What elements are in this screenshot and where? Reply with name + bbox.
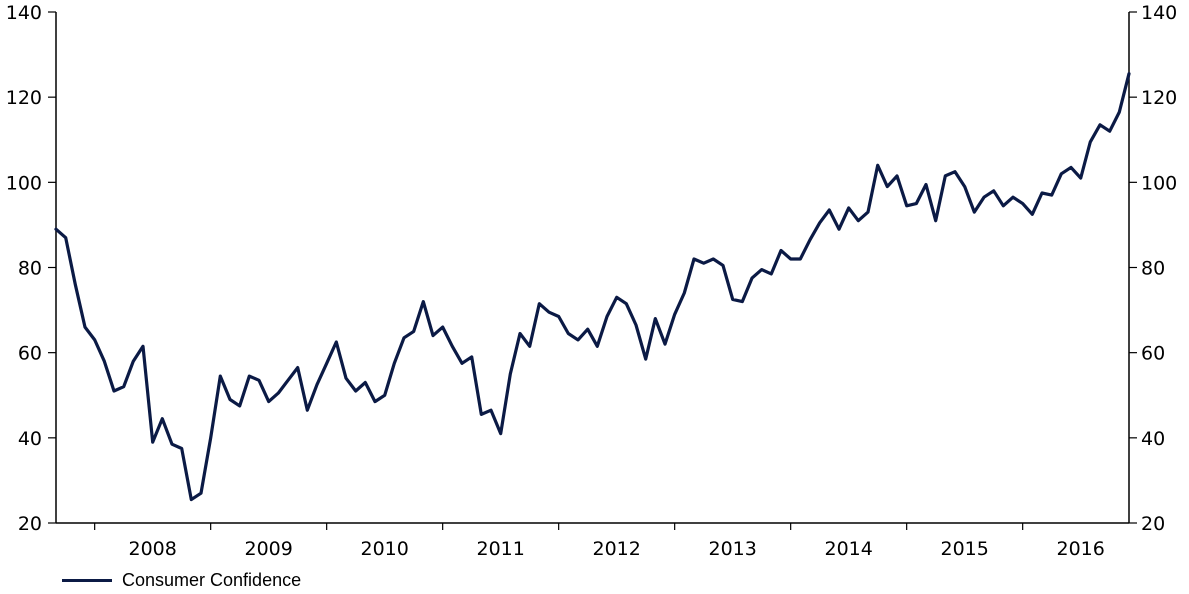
series-line-consumer-confidence: [54, 72, 1131, 502]
y-tick-label-left: 140: [6, 2, 42, 24]
y-tick-label-left: 60: [18, 343, 42, 365]
y-tick-label-left: 80: [18, 258, 42, 280]
axes: [55, 12, 1130, 524]
y-tick-label-left: 100: [6, 172, 42, 194]
y-tick-label-right: 40: [1141, 428, 1165, 450]
y-tick-label-right: 20: [1141, 513, 1165, 535]
legend-label: Consumer Confidence: [122, 569, 302, 590]
x-tick-label: 2014: [824, 538, 872, 560]
y-tick-label-right: 120: [1141, 87, 1177, 109]
tick-labels: 20 20 40 40 60 60 80 80 100 100 120 120 140 140 2008 20…: [6, 2, 1178, 560]
ticks: [48, 11, 1137, 530]
x-tick-label: 2010: [360, 538, 408, 560]
y-tick-label-right: 100: [1141, 172, 1177, 194]
y-tick-label-left: 20: [18, 513, 42, 535]
legend-swatch: [62, 578, 112, 582]
series-layer: [54, 72, 1131, 502]
y-tick-label-left: 120: [6, 87, 42, 109]
y-tick-label-left: 40: [18, 428, 42, 450]
y-tick-label-right: 60: [1141, 343, 1165, 365]
y-tick-label-right: 80: [1141, 258, 1165, 280]
x-tick-label: 2011: [476, 538, 524, 560]
x-tick-label: 2013: [708, 538, 756, 560]
y-tick-label-right: 140: [1141, 2, 1177, 24]
x-tick-label: 2008: [128, 538, 176, 560]
x-tick-label: 2012: [592, 538, 640, 560]
x-tick-label: 2015: [940, 538, 988, 560]
x-tick-label: 2016: [1056, 538, 1104, 560]
x-tick-label: 2009: [244, 538, 292, 560]
legend: Consumer Confidence: [62, 568, 301, 592]
